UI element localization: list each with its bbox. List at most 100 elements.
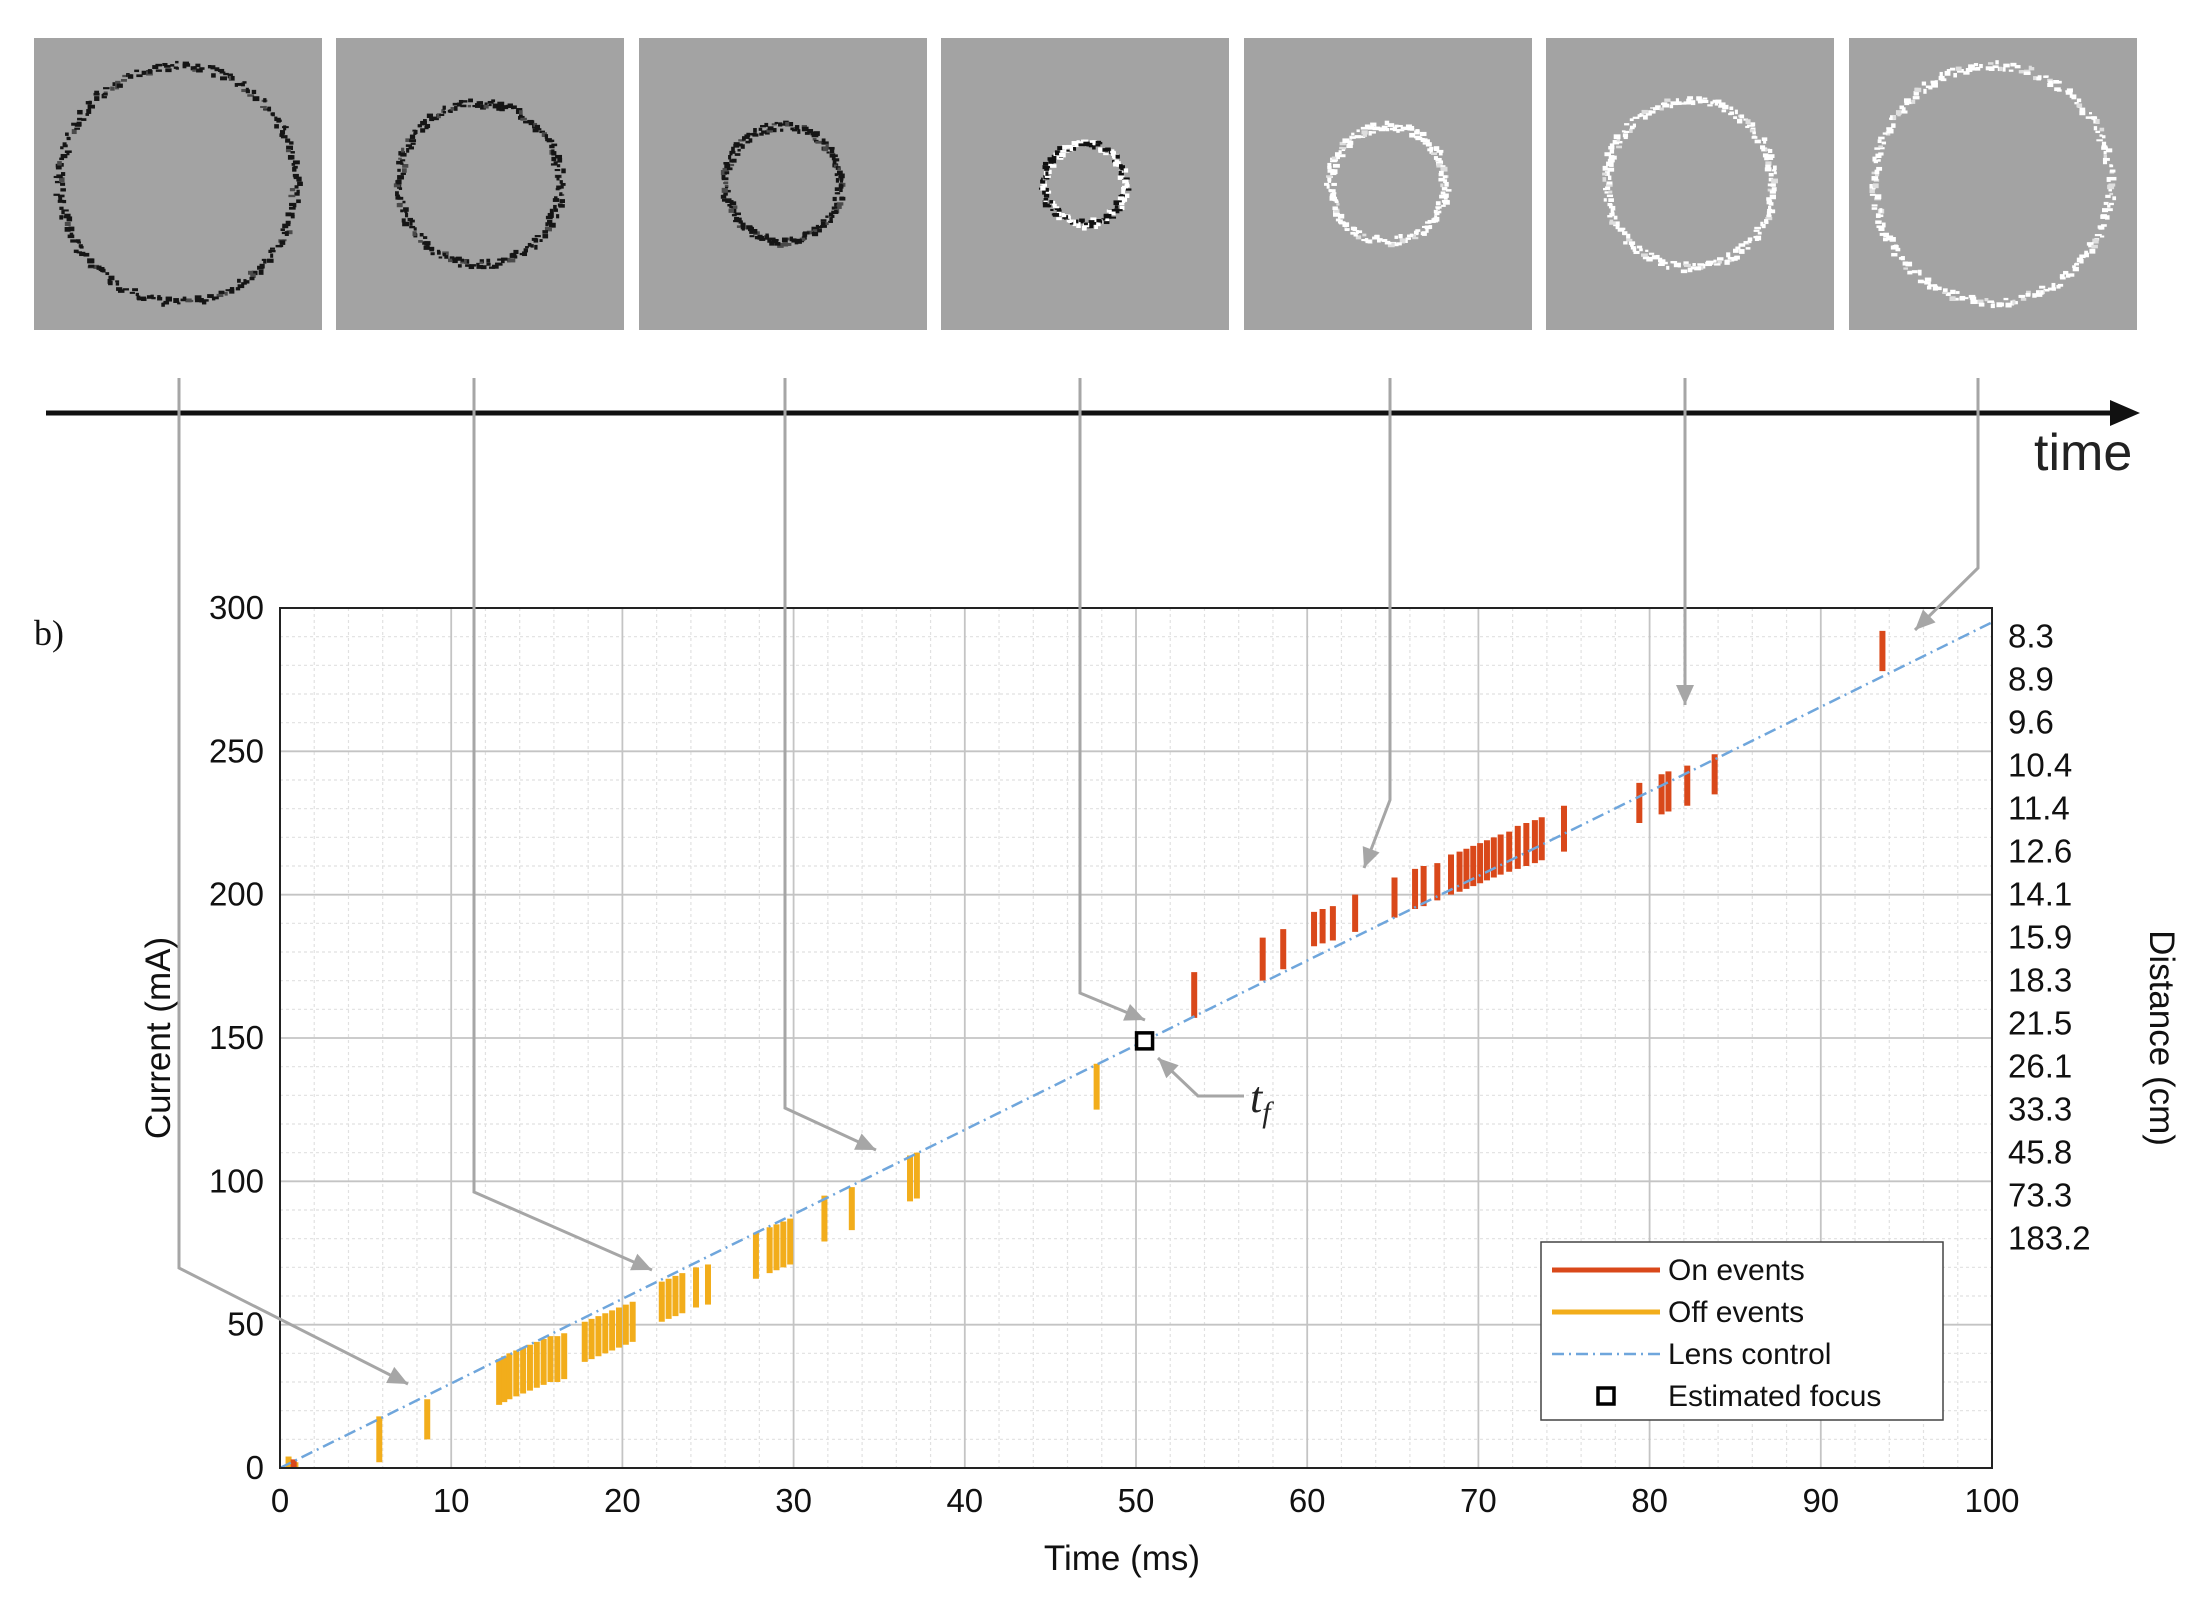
event-pixel xyxy=(1702,99,1709,103)
event-pixel xyxy=(1988,66,1995,71)
event-pixel xyxy=(1767,188,1773,192)
event-pixel xyxy=(79,251,86,257)
event-pixel xyxy=(1353,232,1358,237)
x-tick-label: 40 xyxy=(946,1482,983,1519)
event-pixel xyxy=(402,200,406,204)
event-pixel xyxy=(1923,88,1927,94)
event-pixel xyxy=(1431,218,1436,223)
event-pixel xyxy=(1440,191,1446,195)
event-pixel xyxy=(2084,250,2088,256)
event-pixel xyxy=(1385,240,1391,244)
event-pixel xyxy=(64,227,71,232)
event-pixel xyxy=(479,261,484,264)
event-pixel xyxy=(1117,196,1125,201)
event-pixel xyxy=(1971,67,1977,71)
event-pixel xyxy=(103,87,110,90)
event-pixel xyxy=(1895,110,1902,116)
event-pixel xyxy=(286,230,293,235)
event-pixel xyxy=(1975,66,1981,71)
event-pixel xyxy=(98,266,105,272)
event-pixel xyxy=(2033,76,2039,81)
event-pixel xyxy=(1879,208,1883,213)
event-pixel xyxy=(1043,194,1048,198)
event-pixel xyxy=(396,160,403,165)
event-pixel xyxy=(740,222,746,227)
event-pixel xyxy=(1925,85,1931,89)
event-pixel xyxy=(1754,238,1759,242)
event-pixel xyxy=(834,187,840,191)
event-pixel xyxy=(429,247,434,252)
event-pixel xyxy=(737,148,741,152)
event-pixel xyxy=(223,72,229,76)
event-pixel xyxy=(1377,238,1381,243)
event-pixel xyxy=(561,168,566,174)
event-pixel xyxy=(2103,150,2107,155)
x-tick-label: 50 xyxy=(1118,1482,1155,1519)
event-pixel xyxy=(1881,141,1887,145)
event-pixel xyxy=(86,109,92,114)
event-pixel xyxy=(1767,148,1773,153)
event-pixel xyxy=(1869,189,1875,194)
event-pixel xyxy=(746,225,753,230)
event-pixel xyxy=(1435,201,1441,206)
event-pixel xyxy=(1702,97,1708,100)
event-pixel xyxy=(1080,221,1084,224)
event-pixel xyxy=(1628,241,1636,245)
event-pixel xyxy=(1442,175,1448,179)
event-pixel xyxy=(1930,80,1937,84)
event-pixel xyxy=(2074,102,2079,105)
event-pixel xyxy=(1362,133,1368,137)
event-pixel xyxy=(1608,155,1615,160)
event-pixel xyxy=(291,162,296,166)
event-pixel xyxy=(539,130,545,134)
legend-label: On events xyxy=(1668,1254,1805,1287)
x-tick-label: 0 xyxy=(271,1482,289,1519)
event-pixel xyxy=(1331,192,1337,195)
event-pixel xyxy=(395,191,399,197)
event-pixel xyxy=(2095,130,2101,134)
event-pixel xyxy=(542,230,548,234)
event-pixel xyxy=(1663,261,1668,265)
event-pixel xyxy=(1639,248,1643,252)
event-pixel xyxy=(549,208,554,214)
event-pixel xyxy=(1440,183,1444,188)
y2-axis-title: Distance (cm) xyxy=(2142,930,2181,1146)
event-pixel xyxy=(547,219,553,225)
event-pixel xyxy=(403,207,409,212)
event-pixel xyxy=(76,239,81,243)
callout-arrows xyxy=(177,378,1980,1386)
event-pixel xyxy=(1374,126,1381,129)
event-pixel xyxy=(491,99,496,103)
event-pixel xyxy=(764,122,769,127)
event-pixel xyxy=(1387,242,1395,248)
event-pixel xyxy=(1626,233,1631,239)
event-pixel xyxy=(528,120,535,126)
event-pixel xyxy=(53,193,60,196)
event-pixel xyxy=(1602,165,1608,171)
event-pixel xyxy=(1713,259,1717,263)
event-pixel xyxy=(752,133,759,137)
event-pixel xyxy=(409,225,416,229)
event-pixel xyxy=(277,119,282,122)
event-pixel xyxy=(721,172,726,178)
event-pixel xyxy=(1965,68,1973,72)
event-pixel xyxy=(1636,245,1643,249)
event-pixel xyxy=(289,141,294,145)
event-pixel xyxy=(1117,175,1125,180)
event-pixel xyxy=(1772,169,1777,172)
event-pixel xyxy=(1420,138,1428,142)
x-tick-label: 90 xyxy=(1802,1482,1839,1519)
event-pixel xyxy=(1332,196,1338,201)
event-pixel xyxy=(460,259,467,264)
legend: On events Off events Lens control Estimated… xyxy=(1540,1241,1944,1421)
event-pixel xyxy=(2102,208,2109,213)
event-pixel xyxy=(162,62,168,67)
event-pixel xyxy=(1953,72,1957,78)
event-pixel xyxy=(534,244,538,250)
event-pixel xyxy=(1603,187,1607,191)
event-pixel xyxy=(1346,143,1353,149)
event-pixel xyxy=(1073,146,1077,151)
event-pixel xyxy=(740,224,746,230)
event-pixel xyxy=(1978,302,1985,307)
event-pixel xyxy=(522,251,528,257)
